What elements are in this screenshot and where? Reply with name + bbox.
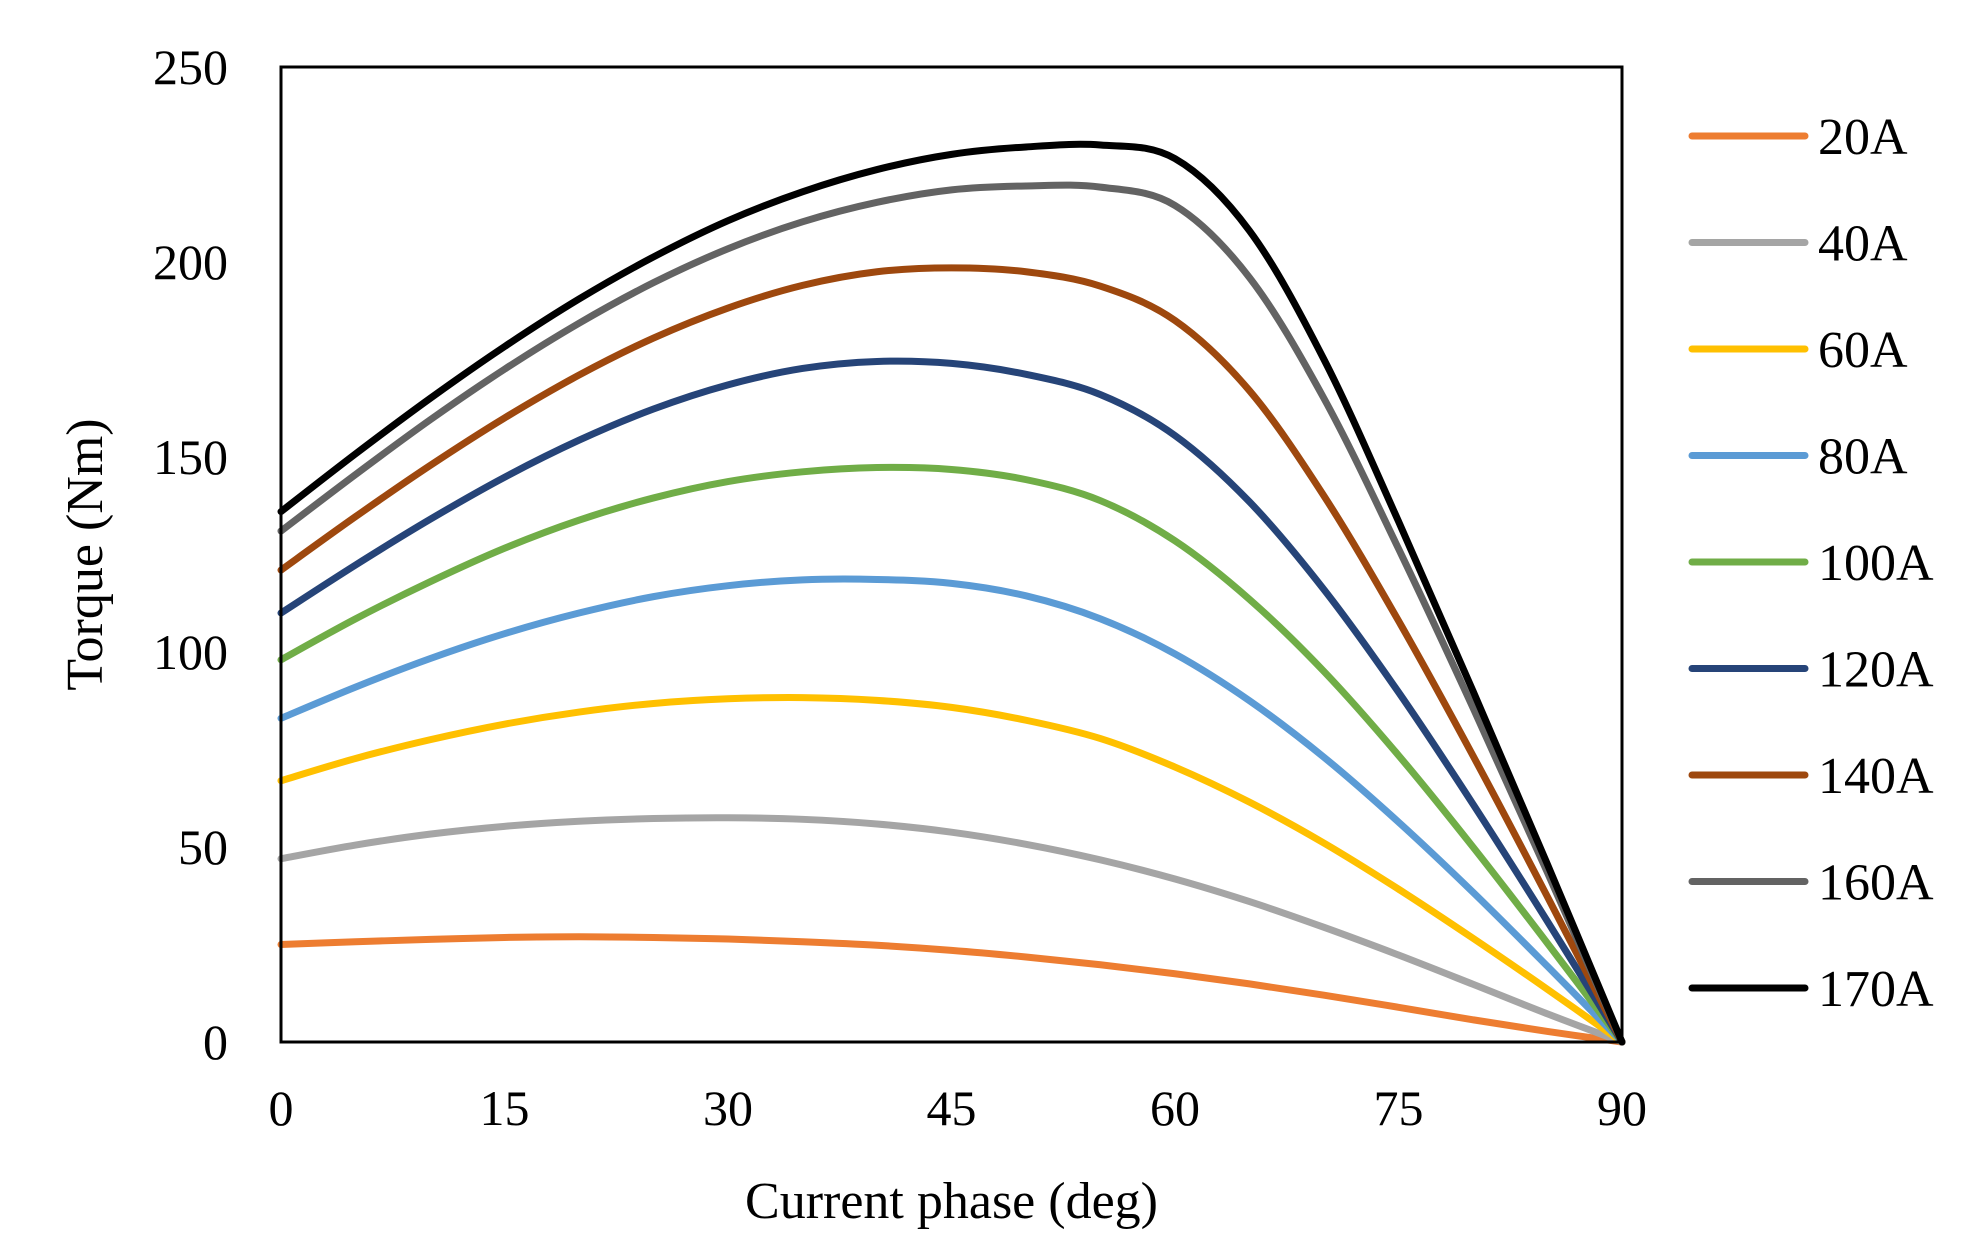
x-tick-label: 30: [703, 1080, 753, 1136]
x-tick-label: 90: [1597, 1080, 1647, 1136]
legend-label: 140A: [1818, 748, 1934, 805]
legend-item-40a: 40A: [1688, 216, 1908, 273]
legend-label: 60A: [1818, 322, 1908, 379]
y-axis-title: Torque (Nm): [57, 418, 114, 690]
plot-series-group: [277, 140, 1626, 1046]
legend-item-20a: 20A: [1688, 109, 1908, 166]
legend-label: 120A: [1818, 642, 1934, 699]
series-line-120a: [277, 357, 1626, 1046]
legend-item-100a: 100A: [1688, 535, 1934, 592]
series-line-170a: [277, 140, 1626, 1046]
x-tick-label: 60: [1150, 1080, 1200, 1136]
x-axis-title: Current phase (deg): [745, 1173, 1158, 1230]
legend-label: 170A: [1818, 961, 1934, 1018]
x-tick-label: 45: [927, 1080, 977, 1136]
x-tick-label: 15: [480, 1080, 530, 1136]
legend-item-140a: 140A: [1688, 748, 1934, 805]
y-tick-label: 100: [153, 624, 228, 680]
legend-label: 80A: [1818, 429, 1908, 486]
legend-item-160a: 160A: [1688, 855, 1934, 912]
y-tick-label: 250: [153, 39, 228, 95]
x-tick-label: 75: [1374, 1080, 1424, 1136]
legend: 20A 40A 60A 80A 100A 120A 140A 160A 170A: [1688, 109, 1934, 1018]
legend-item-80a: 80A: [1688, 429, 1908, 486]
legend-label: 20A: [1818, 109, 1908, 166]
series-line-40a: [277, 814, 1626, 1046]
plot-area-frame: [279, 65, 1624, 1044]
y-tick-label: 150: [153, 429, 228, 485]
series-line-60a: [277, 694, 1626, 1046]
y-tick-label: 50: [178, 819, 228, 875]
legend-label: 100A: [1818, 535, 1934, 592]
legend-item-60a: 60A: [1688, 322, 1908, 379]
series-line-140a: [277, 264, 1626, 1046]
x-axis-ticks: 0 15 30 45 60 75 90: [269, 1080, 1648, 1136]
series-line-100a: [277, 463, 1626, 1046]
y-tick-label: 0: [203, 1014, 228, 1070]
series-line-80a: [277, 575, 1626, 1046]
series-line-20a: [277, 933, 1626, 1046]
legend-label: 40A: [1818, 216, 1908, 273]
x-tick-label: 0: [269, 1080, 294, 1136]
y-axis-ticks: 0 50 100 150 200 250: [153, 39, 228, 1070]
series-line-160a: [277, 181, 1626, 1046]
legend-item-170a: 170A: [1688, 961, 1934, 1018]
y-tick-label: 200: [153, 234, 228, 290]
legend-label: 160A: [1818, 855, 1934, 912]
legend-item-120a: 120A: [1688, 642, 1934, 699]
